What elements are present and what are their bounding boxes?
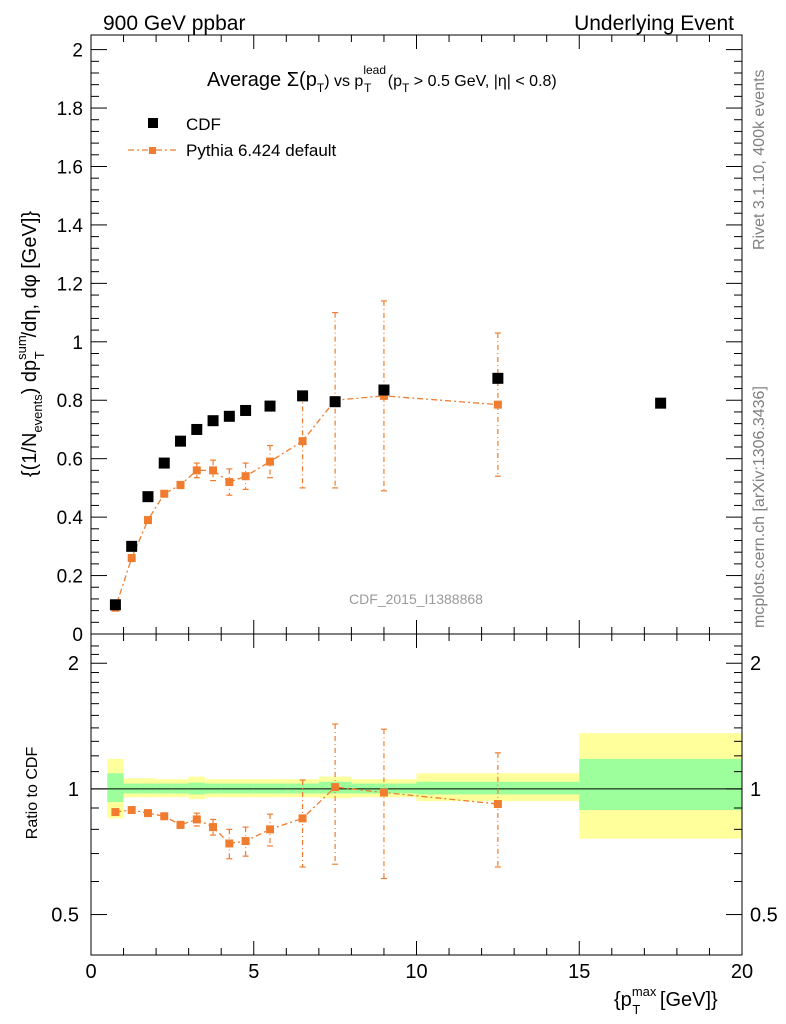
- cdf-point: [240, 404, 252, 416]
- pythia-series: [111, 300, 502, 612]
- mcplots-label: mcplots.cern.ch [arXiv:1306.3436]: [751, 386, 768, 628]
- legend-pythia-label: Pythia 6.424 default: [186, 141, 337, 160]
- legend: CDF Pythia 6.424 default: [128, 115, 337, 160]
- cdf-point: [329, 396, 341, 408]
- ratio-x-ticks: 0 5 10 15 20: [85, 634, 753, 983]
- pythia-point: [160, 489, 169, 498]
- cdf-point: [492, 372, 504, 384]
- ratio-plot-panel: 0.5 0.5 1 1 2 2 0 5 10 15 20 Ratio to CDF {pmax T …: [24, 633, 778, 1017]
- pythia-point: [225, 478, 234, 487]
- cdf-point: [191, 423, 203, 435]
- cdf-point: [158, 457, 170, 469]
- cdf-point: [655, 397, 667, 409]
- ratio-pythia-point: [493, 800, 502, 809]
- ratio-y-tick-label-right: 1: [750, 779, 761, 801]
- pythia-point: [192, 466, 201, 475]
- main-y-tick-label: 0: [72, 625, 83, 646]
- main-y-tick-label: 2: [72, 41, 83, 62]
- ratio-y-ticks: 0.5 0.5 1 1 2 2: [51, 645, 778, 927]
- ratio-pythia-point: [111, 808, 120, 817]
- x-tick-label: 5: [248, 961, 259, 983]
- header-right: Underlying Event: [574, 12, 734, 35]
- ratio-pythia-series: [111, 723, 502, 880]
- pythia-point: [127, 554, 136, 563]
- legend-cdf-marker: [148, 118, 158, 128]
- header-left: 900 GeV ppbar: [103, 12, 245, 35]
- main-x-ticks: [90, 35, 743, 634]
- cdf-point: [207, 415, 219, 427]
- cdf-point: [109, 599, 121, 611]
- ratio-y-tick-label-right: 2: [750, 653, 761, 675]
- cdf-series: [109, 372, 667, 611]
- ratio-pythia-point: [127, 806, 136, 815]
- pythia-point: [493, 400, 502, 409]
- ratio-pythia-point: [225, 839, 234, 848]
- x-tick-label: 20: [731, 961, 753, 983]
- pythia-point: [176, 480, 185, 489]
- stat-uncertainty-band: [579, 758, 742, 811]
- cdf-point: [223, 410, 235, 422]
- main-y-tick-label: 0.4: [57, 508, 84, 529]
- main-y-tick-label: 1.2: [57, 274, 83, 295]
- pythia-point: [143, 516, 152, 525]
- pythia-point: [241, 472, 250, 481]
- ratio-pythia-point: [241, 837, 250, 846]
- ratio-y-tick-label-left: 0.5: [51, 905, 79, 927]
- pythia-point: [298, 437, 307, 446]
- cdf-point: [126, 540, 138, 552]
- main-y-tick-label: 0.2: [57, 567, 83, 588]
- ratio-pythia-point: [160, 812, 169, 821]
- cdf-point: [264, 400, 276, 412]
- main-y-tick-label: 1.4: [57, 216, 84, 237]
- cdf-point: [378, 384, 390, 396]
- x-axis-label: {pmax T [GeV]}: [614, 984, 718, 1017]
- ratio-pythia-point: [298, 814, 307, 823]
- ratio-y-tick-label-left: 1: [68, 779, 79, 801]
- cdf-point: [142, 491, 154, 503]
- pythia-point: [209, 466, 218, 475]
- plot-title: Average Σ(pT) vs plead T (pT > 0.5 GeV, |…: [207, 63, 557, 95]
- legend-pythia-marker: [149, 147, 156, 154]
- main-plot-panel: 0 0.2 0.4 0.6 0.8 1 1.2 1.4 1.6 1.8 2 CDF_2015_I13…: [14, 34, 743, 646]
- cdf-point: [175, 435, 187, 447]
- ratio-pythia-point: [176, 820, 185, 829]
- rivet-label: Rivet 3.1.10, 400k events: [751, 69, 768, 250]
- main-y-tick-label: 1.6: [57, 157, 83, 178]
- main-y-ticks: 0 0.2 0.4 0.6 0.8 1 1.2 1.4 1.6 1.8 2: [57, 41, 742, 646]
- main-y-tick-label: 1: [72, 333, 83, 354]
- x-tick-label: 15: [568, 961, 590, 983]
- legend-cdf-label: CDF: [186, 115, 221, 134]
- pythia-line: [114, 395, 498, 608]
- ratio-pythia-point: [331, 783, 340, 792]
- main-y-tick-label: 0.8: [57, 391, 83, 412]
- main-y-tick-label: 1.8: [57, 99, 83, 120]
- pythia-point: [266, 457, 275, 466]
- main-y-label: {(1/Nevents) dpsum T/dη, dφ [GeV]}: [14, 211, 47, 477]
- watermark: CDF_2015_I1388868: [349, 591, 483, 607]
- ratio-pythia-point: [192, 815, 201, 824]
- ratio-y-tick-label-right: 0.5: [750, 905, 778, 927]
- stat-uncertainty-band: [416, 781, 580, 795]
- pythia-point: [379, 391, 388, 400]
- ratio-pythia-point: [379, 788, 388, 797]
- ratio-pythia-point: [266, 825, 275, 834]
- x-tick-label: 10: [405, 961, 427, 983]
- ratio-pythia-line: [115, 786, 498, 845]
- ratio-pythia-point: [209, 823, 218, 832]
- ratio-y-label: Ratio to CDF: [24, 747, 41, 840]
- cdf-point: [297, 390, 309, 402]
- ratio-pythia-point: [143, 809, 152, 818]
- stat-uncertainty-band: [107, 773, 124, 803]
- x-tick-label: 0: [85, 961, 96, 983]
- main-y-tick-label: 0.6: [57, 450, 83, 471]
- ratio-y-tick-label-left: 2: [68, 653, 79, 675]
- ratio-uncertainty-bands: [107, 733, 742, 839]
